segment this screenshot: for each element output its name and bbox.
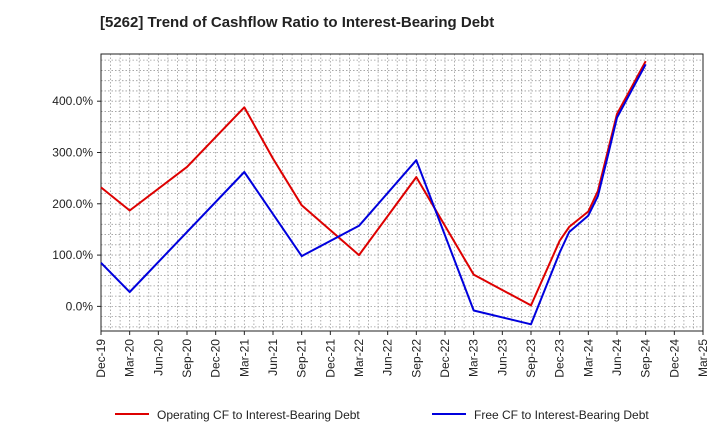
x-tick-label: Jun-20 <box>151 339 165 376</box>
y-tick-label: 100.0% <box>52 248 93 262</box>
free-cf-line <box>100 63 647 326</box>
legend-label: Free CF to Interest-Bearing Debt <box>474 408 649 422</box>
x-tick-label: Sep-20 <box>180 339 194 378</box>
y-tick-label: 200.0% <box>52 197 93 211</box>
operating-cf-line <box>100 60 647 307</box>
x-tick-label: Mar-24 <box>581 339 595 377</box>
x-tick-label: Jun-24 <box>610 339 624 376</box>
y-tick-label: 300.0% <box>52 145 93 159</box>
x-tick-label: Mar-25 <box>696 339 710 377</box>
chart-title: [5262] Trend of Cashflow Ratio to Intere… <box>100 14 495 31</box>
x-tick-label: Sep-22 <box>409 339 423 378</box>
x-tick-label: Jun-22 <box>381 339 395 376</box>
x-tick-label: Sep-24 <box>639 339 653 378</box>
grid-lines <box>101 54 703 331</box>
x-tick-label: Dec-21 <box>323 339 337 378</box>
x-axis-ticks: Dec-19 Mar-20 Jun-20 Sep-20 Dec-20 Mar-21 Jun-… <box>94 331 710 378</box>
x-tick-label: Dec-24 <box>667 339 681 378</box>
series-layer <box>100 60 647 326</box>
plot-frame <box>100 53 704 332</box>
x-tick-label: Dec-20 <box>209 339 223 378</box>
x-tick-label: Dec-22 <box>438 339 452 378</box>
legend: Operating CF to Interest-Bearing Debt Fre… <box>115 408 649 422</box>
y-axis-ticks: 0.0% 100.0% 200.0% 300.0% 400.0% <box>52 94 101 313</box>
x-tick-label: Dec-23 <box>553 339 567 378</box>
x-tick-label: Jun-23 <box>495 339 509 376</box>
y-tick-label: 0.0% <box>66 299 94 313</box>
x-tick-label: Mar-21 <box>237 339 251 377</box>
x-tick-label: Mar-22 <box>352 339 366 377</box>
legend-label: Operating CF to Interest-Bearing Debt <box>157 408 360 422</box>
x-tick-label: Mar-23 <box>467 339 481 377</box>
x-tick-label: Sep-23 <box>524 339 538 378</box>
x-tick-label: Mar-20 <box>123 339 137 377</box>
x-tick-label: Jun-21 <box>266 339 280 376</box>
x-tick-label: Dec-19 <box>94 339 108 378</box>
x-tick-label: Sep-21 <box>295 339 309 378</box>
y-tick-label: 400.0% <box>52 94 93 108</box>
